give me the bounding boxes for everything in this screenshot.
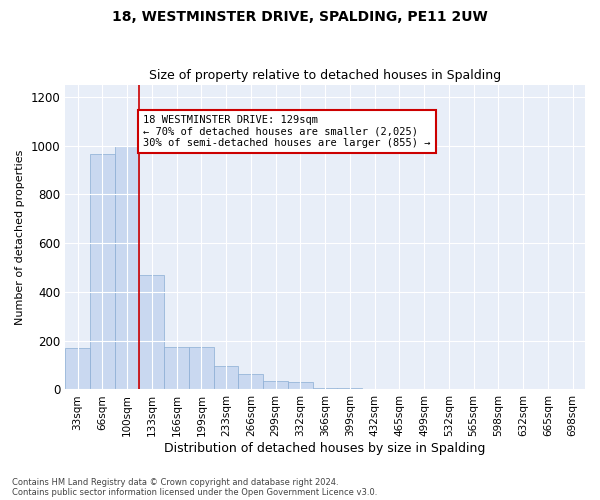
Bar [288,382,313,390]
Bar [139,275,164,390]
Bar [65,348,90,390]
Text: Contains HM Land Registry data © Crown copyright and database right 2024.
Contai: Contains HM Land Registry data © Crown c… [12,478,377,497]
Bar [263,381,288,390]
Bar [313,388,337,390]
Bar [189,347,214,390]
Bar [337,388,362,390]
Text: 18, WESTMINSTER DRIVE, SPALDING, PE11 2UW: 18, WESTMINSTER DRIVE, SPALDING, PE11 2U… [112,10,488,24]
Bar [90,154,115,390]
Y-axis label: Number of detached properties: Number of detached properties [15,150,25,324]
Text: 18 WESTMINSTER DRIVE: 129sqm
← 70% of detached houses are smaller (2,025)
30% of: 18 WESTMINSTER DRIVE: 129sqm ← 70% of de… [143,115,431,148]
Title: Size of property relative to detached houses in Spalding: Size of property relative to detached ho… [149,69,501,82]
Bar [115,146,139,390]
Bar [238,374,263,390]
X-axis label: Distribution of detached houses by size in Spalding: Distribution of detached houses by size … [164,442,486,455]
Bar [214,366,238,390]
Bar [164,347,189,390]
